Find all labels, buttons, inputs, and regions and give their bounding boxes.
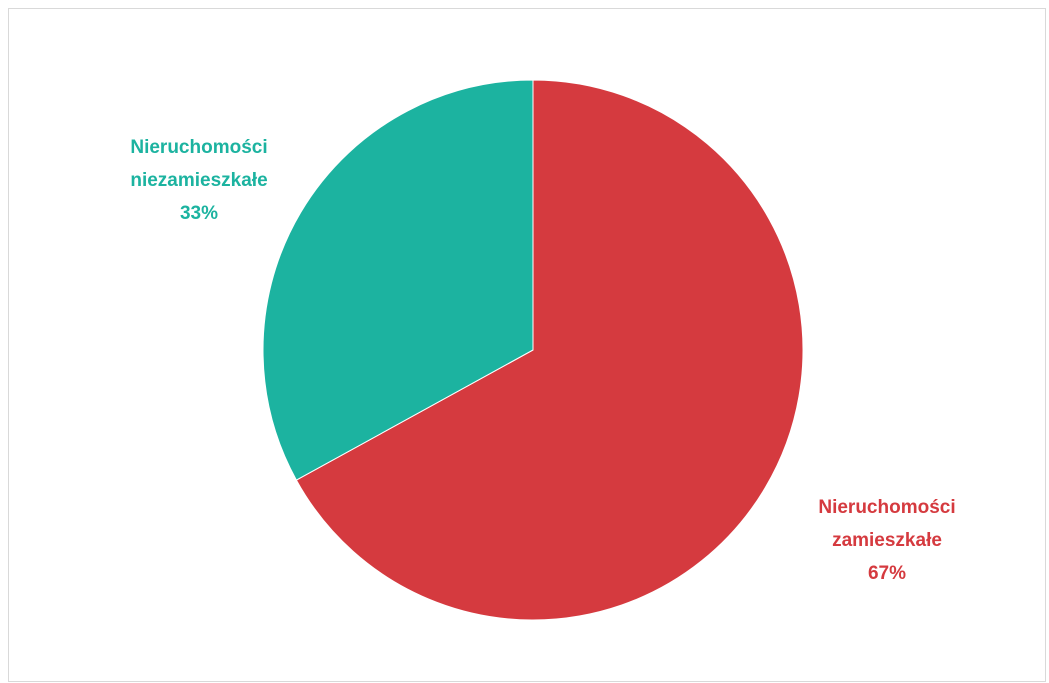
slice-label-occupied-percent: 67%	[867, 563, 907, 584]
slice-label-unoccupied-line1: Nieruchomości	[130, 137, 268, 158]
slice-label-occupied-line2: zamieszkałe	[832, 530, 942, 551]
pie-slice-occupied	[295, 79, 804, 621]
slice-label-unoccupied: Nieruchomości niezamieszkałe 33%	[99, 131, 299, 230]
slice-label-unoccupied-percent: 33%	[179, 203, 219, 224]
slice-label-occupied: Nieruchomości zamieszkałe 67%	[787, 491, 987, 590]
slice-label-occupied-line1: Nieruchomości	[818, 497, 956, 518]
pie-slice-unoccupied	[262, 79, 534, 481]
pie-chart	[262, 79, 804, 621]
chart-frame: Nieruchomości niezamieszkałe 33% Nieruch…	[8, 8, 1046, 682]
slice-label-unoccupied-line2: niezamieszkałe	[130, 170, 268, 191]
